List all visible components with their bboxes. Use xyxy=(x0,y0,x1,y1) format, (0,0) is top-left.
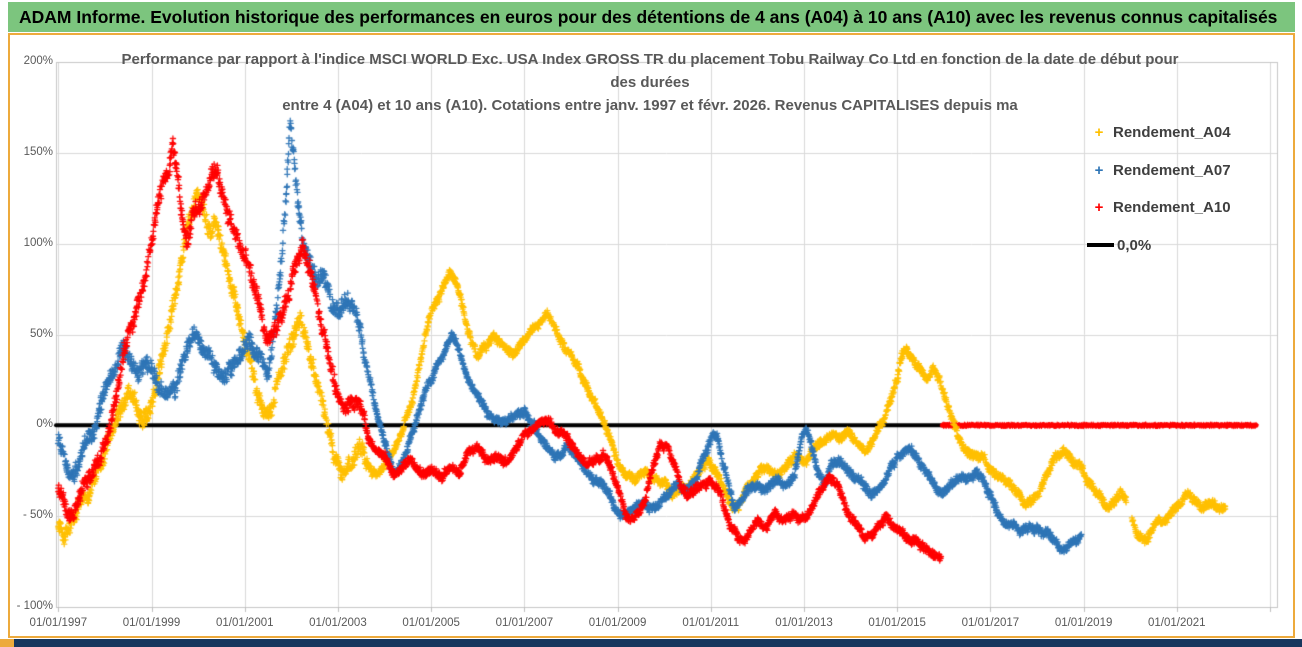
legend-item-rendement-a04[interactable]: + Rendement_A04 xyxy=(1087,114,1231,151)
y-axis-tick-label: 150% xyxy=(23,145,53,158)
page-title: ADAM Informe. Evolution historique des p… xyxy=(19,6,1278,27)
x-axis-tick-label: 01/01/2019 xyxy=(1054,617,1113,629)
legend-item-rendement-a10[interactable]: + Rendement_A10 xyxy=(1087,189,1231,226)
y-axis-tick-label: 50% xyxy=(29,327,53,340)
x-axis-tick-label: 01/01/2013 xyxy=(775,617,833,629)
plus-marker-icon: + xyxy=(1094,161,1104,179)
legend-label: Rendement_A04 xyxy=(1113,124,1231,141)
y-axis-tick-label: 0% xyxy=(36,418,53,431)
chart-title-line2: des durées xyxy=(610,74,690,91)
chart-title: Performance par rapport à l'indice MSCI … xyxy=(80,48,1220,117)
plus-marker-icon: + xyxy=(1094,124,1104,141)
chart-title-line3: entre 4 (A04) et 10 ans (A10). Cotations… xyxy=(282,97,1018,114)
x-axis-tick-label: 01/01/2021 xyxy=(1148,617,1206,629)
y-axis-tick-label: - 50% xyxy=(22,509,53,522)
x-axis-tick-label: 01/01/2003 xyxy=(309,617,367,629)
chart-title-line1: Performance par rapport à l'indice MSCI … xyxy=(121,51,1179,68)
x-axis-tick-label: 01/01/2001 xyxy=(215,617,274,629)
x-axis-tick-label: 01/01/2007 xyxy=(495,617,554,629)
y-axis-tick-label: 200% xyxy=(23,55,53,67)
x-axis-tick-label: 01/01/2009 xyxy=(588,617,647,629)
line-marker-icon xyxy=(1087,243,1114,247)
x-axis-tick-label: 01/01/2017 xyxy=(961,617,1020,629)
legend-label: Rendement_A07 xyxy=(1113,161,1231,179)
x-axis-tick-label: 01/01/2011 xyxy=(682,617,740,629)
legend-item-0-0-[interactable]: 0,0% xyxy=(1087,227,1151,264)
y-axis-tick-label: 100% xyxy=(23,236,53,249)
legend-label: Rendement_A10 xyxy=(1113,199,1231,216)
x-axis-tick-label: 01/01/2015 xyxy=(868,617,926,629)
window-bottom-strip xyxy=(0,639,1302,647)
x-axis-tick-label: 01/01/2005 xyxy=(402,617,460,629)
header-bar: ADAM Informe. Evolution historique des p… xyxy=(8,2,1295,32)
x-axis-tick-label: 01/01/1997 xyxy=(29,617,88,629)
legend-item-rendement-a07[interactable]: + Rendement_A07 xyxy=(1087,152,1231,189)
x-axis-tick-label: 01/01/1999 xyxy=(122,617,181,629)
corner-accent xyxy=(0,639,14,647)
legend-label: 0,0% xyxy=(1117,236,1152,254)
plus-marker-icon: + xyxy=(1094,199,1104,216)
y-axis-tick-label: - 100% xyxy=(16,600,53,612)
